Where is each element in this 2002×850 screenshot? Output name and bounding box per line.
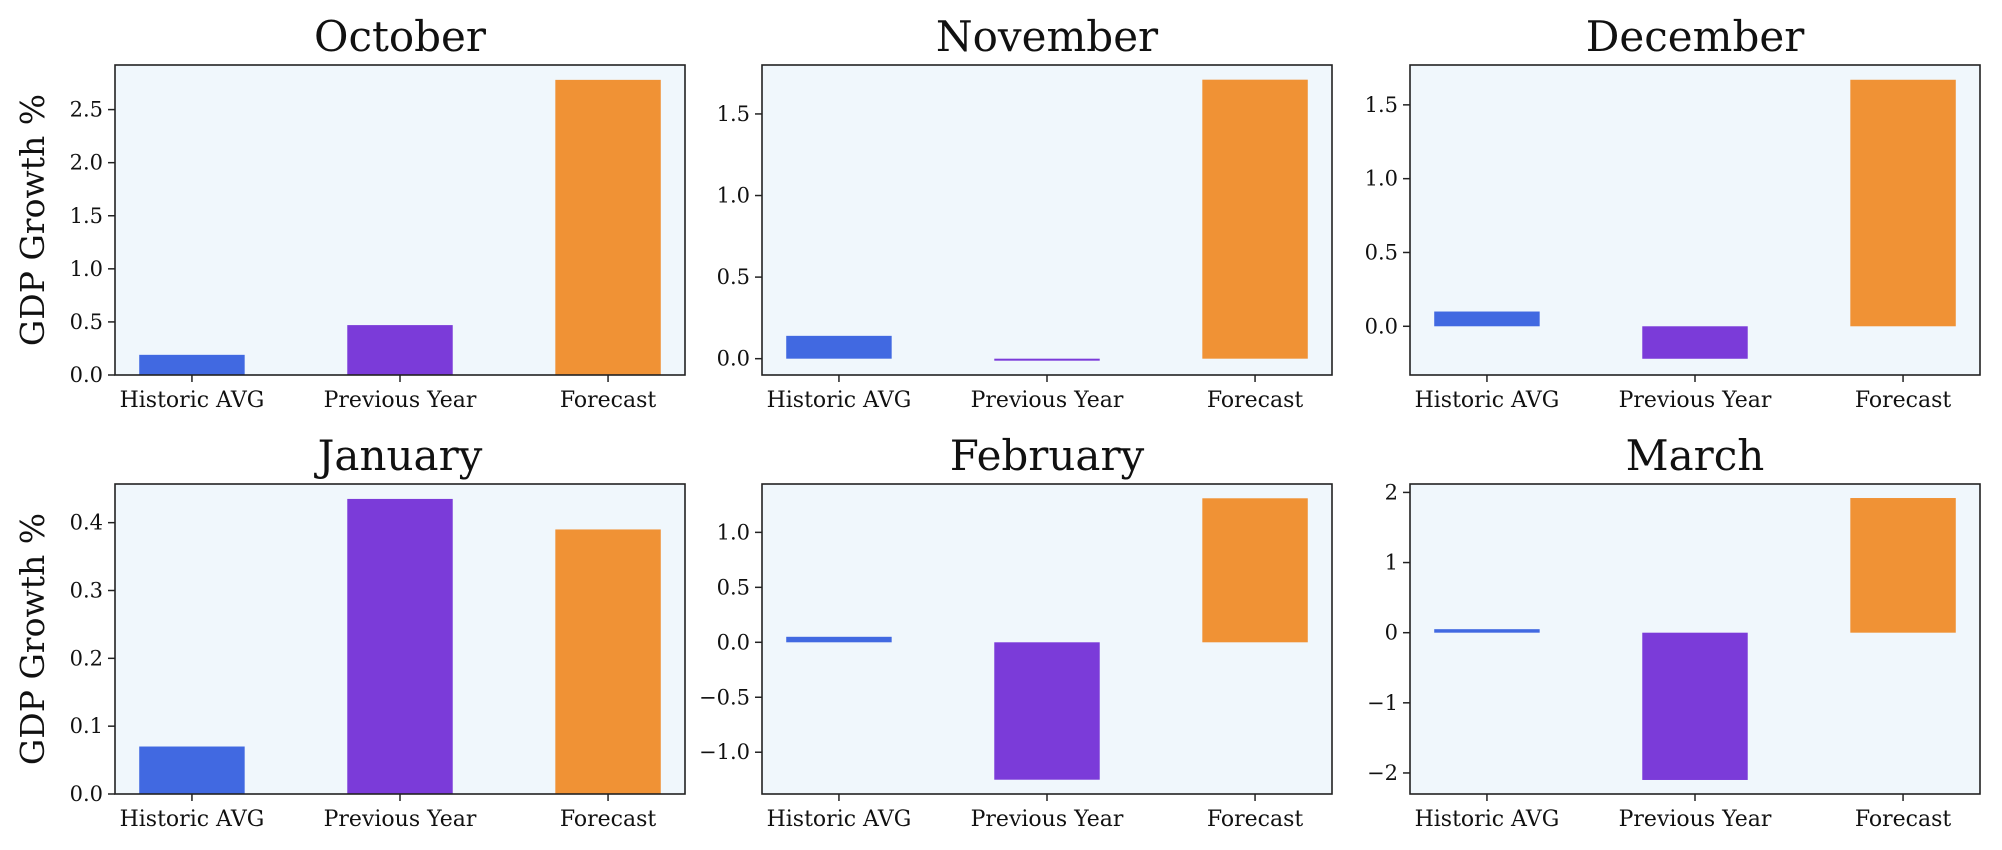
y-tick-label: 0.4 [70, 511, 103, 535]
x-category-label: Previous Year [1619, 388, 1772, 413]
y-tick-label: 0.1 [70, 714, 103, 738]
y-tick-label: 0.0 [70, 363, 103, 387]
y-tick-label: 0 [1385, 621, 1398, 645]
bar-historic-avg [1434, 629, 1540, 633]
bar-previous-year [1642, 326, 1748, 359]
bar-previous-year [347, 498, 453, 794]
bar-previous-year [1642, 632, 1748, 780]
bar-previous-year [347, 325, 453, 375]
y-tick-label: 1.0 [717, 184, 750, 208]
panel-title: March [1626, 431, 1765, 480]
x-category-label: Previous Year [971, 807, 1124, 832]
chart-panel-january: 0.0 0.1 0.2 0.3 0.4 Historic AVG Previous Year… [13, 431, 686, 832]
y-tick-label: 1.0 [70, 257, 103, 281]
x-category-label: Historic AVG [120, 388, 265, 413]
x-category-label: Historic AVG [1415, 388, 1560, 413]
y-tick-label: 1 [1385, 551, 1398, 575]
y-tick-label: −2 [1367, 761, 1398, 785]
y-axis-label: GDP Growth % [13, 513, 52, 765]
y-axis-label: GDP Growth % [13, 94, 52, 346]
chart-panel-october: 0.0 0.5 1.0 1.5 2.0 2.5 Historic AVG Previous Y… [13, 12, 686, 413]
y-tick-label: 0.0 [717, 630, 750, 654]
y-tick-label: 0.3 [70, 578, 103, 602]
y-tick-label: 0.0 [1365, 314, 1398, 338]
y-tick-label: 1.0 [717, 520, 750, 544]
x-category-label: Previous Year [971, 388, 1124, 413]
x-category-label: Previous Year [324, 807, 477, 832]
y-tick-label: 2.0 [70, 151, 103, 175]
chart-panel-december: 0.0 0.5 1.0 1.5 Historic AVG Previous Year For… [1365, 12, 1981, 413]
x-category-label: Forecast [1855, 388, 1952, 413]
bar-forecast [1202, 498, 1308, 643]
x-category-label: Forecast [1207, 388, 1304, 413]
panel-title: January [314, 431, 483, 480]
y-tick-label: 0.5 [1365, 240, 1398, 264]
bar-forecast [555, 529, 661, 794]
y-tick-label: 1.5 [717, 102, 750, 126]
y-tick-label: −1 [1367, 691, 1398, 715]
y-tick-label: 0.2 [70, 646, 103, 670]
y-tick-label: 2.5 [70, 98, 103, 122]
bar-forecast [1202, 79, 1308, 359]
x-category-label: Historic AVG [120, 807, 265, 832]
y-tick-label: 1.0 [1365, 167, 1398, 191]
y-tick-label: 1.5 [1365, 93, 1398, 117]
bar-historic-avg [139, 746, 245, 794]
y-tick-label: 1.5 [70, 204, 103, 228]
x-category-label: Previous Year [324, 388, 477, 413]
x-category-label: Forecast [560, 388, 657, 413]
y-tick-label: 0.0 [70, 782, 103, 806]
x-category-label: Previous Year [1619, 807, 1772, 832]
y-tick-label: 0.0 [717, 347, 750, 371]
chart-panel-february: −1.0 −0.5 0.0 0.5 1.0 Historic AVG Previous Ye… [699, 431, 1333, 832]
x-category-label: Historic AVG [767, 388, 912, 413]
bar-forecast [1850, 498, 1956, 633]
panel-title: February [950, 431, 1145, 480]
x-category-label: Forecast [1855, 807, 1952, 832]
bar-historic-avg [786, 636, 892, 643]
chart-panel-november: 0.0 0.5 1.0 1.5 Historic AVG Previous Year For… [717, 12, 1333, 413]
panel-title: October [314, 12, 487, 61]
x-category-label: Historic AVG [1415, 807, 1560, 832]
y-tick-label: 2 [1385, 480, 1398, 504]
y-tick-label: 0.5 [717, 575, 750, 599]
panel-title: November [936, 12, 1159, 61]
y-tick-label: 0.5 [70, 310, 103, 334]
panel-title: December [1586, 12, 1805, 61]
y-tick-label: 0.5 [717, 265, 750, 289]
bar-forecast [1850, 79, 1956, 327]
bar-previous-year [994, 358, 1100, 361]
bar-historic-avg [139, 354, 245, 375]
x-category-label: Historic AVG [767, 807, 912, 832]
bar-historic-avg [1434, 311, 1540, 327]
x-category-label: Forecast [560, 807, 657, 832]
chart-panel-march: −2 −1 0 1 2 Historic AVG Previous Year Forecast… [1367, 431, 1981, 832]
x-category-label: Forecast [1207, 807, 1304, 832]
y-tick-label: −1.0 [699, 740, 750, 764]
bar-historic-avg [786, 335, 892, 359]
bar-forecast [555, 79, 661, 376]
bar-previous-year [994, 642, 1100, 780]
y-tick-label: −0.5 [699, 685, 750, 709]
